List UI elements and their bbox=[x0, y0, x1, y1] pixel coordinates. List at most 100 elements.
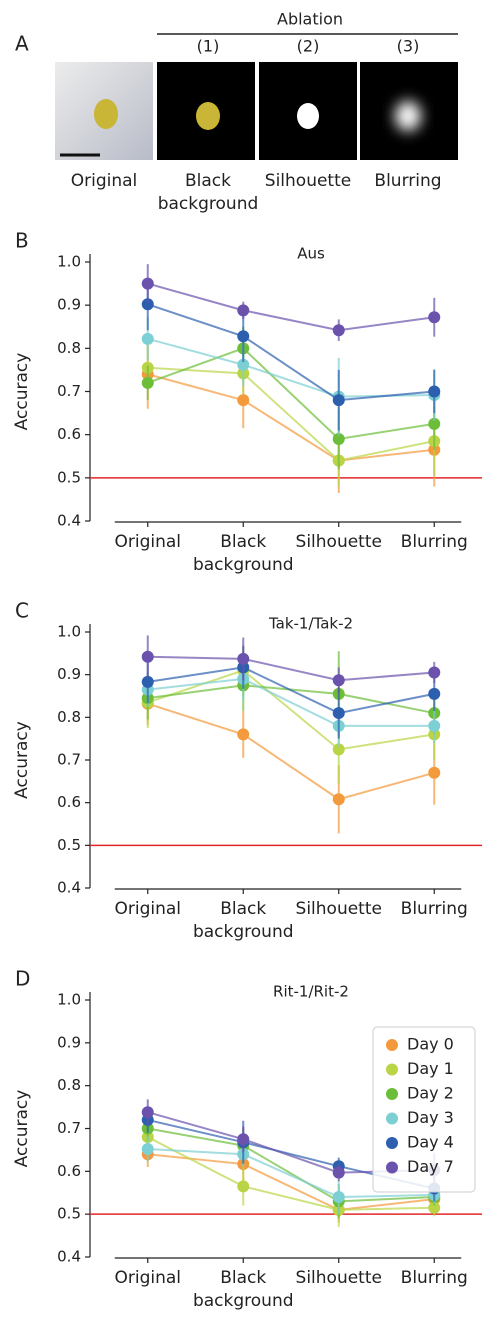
panel-label: D bbox=[15, 967, 30, 991]
image-black-background bbox=[157, 62, 255, 160]
data-point bbox=[332, 674, 345, 687]
y-tick-label: 0.6 bbox=[57, 793, 81, 811]
legend-marker bbox=[386, 1112, 398, 1125]
y-tick-label: 0.5 bbox=[57, 1205, 81, 1223]
y-tick-label: 0.8 bbox=[57, 1076, 81, 1094]
y-tick-label: 0.9 bbox=[57, 296, 81, 314]
data-point bbox=[141, 1106, 154, 1119]
data-point bbox=[332, 394, 345, 407]
y-axis-label: Accuracy bbox=[12, 721, 32, 799]
legend-marker bbox=[386, 1161, 398, 1174]
data-point bbox=[428, 666, 441, 679]
y-tick-label: 0.8 bbox=[57, 708, 81, 726]
data-point bbox=[428, 1201, 441, 1214]
x-tick-label: Silhouette bbox=[295, 1268, 382, 1288]
panel-label: B bbox=[15, 229, 29, 253]
y-tick-label: 0.5 bbox=[57, 468, 81, 486]
legend-marker bbox=[386, 1063, 398, 1076]
legend-label: Day 1 bbox=[407, 1059, 454, 1078]
data-point bbox=[141, 298, 154, 311]
image-caption: Blurring bbox=[374, 171, 442, 191]
y-tick-label: 0.9 bbox=[57, 1033, 81, 1051]
x-tick-label: Silhouette bbox=[295, 532, 382, 552]
image-silhouette bbox=[259, 62, 357, 160]
image-caption: Silhouette bbox=[264, 171, 352, 191]
legend-label: Day 3 bbox=[407, 1108, 454, 1127]
image-caption: Black background bbox=[157, 171, 259, 214]
data-point bbox=[428, 417, 441, 430]
series-line bbox=[147, 1136, 435, 1211]
series-line bbox=[147, 282, 435, 332]
data-point bbox=[332, 707, 345, 720]
data-point bbox=[141, 1143, 154, 1156]
y-tick-label: 0.4 bbox=[57, 512, 81, 530]
chart-title: Rit-1/Rit-2 bbox=[273, 983, 349, 1001]
image-caption: Original bbox=[70, 171, 138, 191]
x-tick-label: Blurring bbox=[400, 1268, 468, 1288]
y-tick-label: 0.9 bbox=[57, 665, 81, 683]
y-tick-label: 0.6 bbox=[57, 425, 81, 443]
y-tick-label: 0.4 bbox=[57, 879, 81, 897]
series-line bbox=[147, 677, 435, 727]
series-line bbox=[147, 666, 435, 715]
panel-label: C bbox=[15, 599, 29, 623]
data-point bbox=[237, 728, 250, 741]
data-point bbox=[237, 1133, 250, 1146]
legend-label: Day 0 bbox=[407, 1035, 454, 1054]
legend-marker bbox=[386, 1137, 398, 1149]
x-tick-label: Black background bbox=[192, 532, 294, 575]
y-tick-label: 0.4 bbox=[57, 1248, 81, 1266]
y-tick-label: 0.5 bbox=[57, 836, 81, 854]
data-point bbox=[237, 652, 250, 665]
data-point bbox=[332, 324, 345, 337]
data-point bbox=[237, 358, 250, 371]
legend-box bbox=[372, 1026, 476, 1193]
legend-marker bbox=[386, 1039, 398, 1051]
data-point bbox=[332, 793, 345, 806]
y-tick-label: 1.0 bbox=[57, 991, 81, 1009]
data-point bbox=[332, 1191, 345, 1204]
image-blurring bbox=[360, 62, 458, 160]
series-line bbox=[147, 347, 435, 441]
panel-label: A bbox=[15, 32, 29, 56]
data-point bbox=[428, 311, 441, 324]
legend-label: Day 7 bbox=[407, 1157, 454, 1176]
data-point bbox=[141, 277, 154, 290]
x-tick-label: Blurring bbox=[400, 532, 468, 552]
x-tick-label: Original bbox=[114, 532, 182, 552]
legend-label: Day 4 bbox=[407, 1133, 454, 1152]
y-tick-label: 1.0 bbox=[57, 623, 81, 641]
data-point bbox=[332, 1166, 345, 1179]
x-tick-label: Original bbox=[114, 899, 182, 919]
x-tick-label: Blurring bbox=[400, 899, 468, 919]
ablation-number: (3) bbox=[397, 37, 420, 56]
data-point bbox=[141, 332, 154, 345]
x-tick-label: Black background bbox=[192, 1268, 294, 1311]
y-tick-label: 0.7 bbox=[57, 751, 81, 769]
series-line bbox=[147, 669, 435, 751]
data-point bbox=[332, 432, 345, 445]
data-point bbox=[237, 1180, 250, 1193]
series-line bbox=[147, 702, 435, 801]
series-line bbox=[147, 655, 435, 682]
y-tick-label: 0.8 bbox=[57, 339, 81, 357]
data-point bbox=[237, 304, 250, 317]
legend-marker bbox=[386, 1088, 398, 1100]
data-point bbox=[428, 766, 441, 779]
ablation-number: (2) bbox=[297, 37, 320, 56]
legend-label: Day 2 bbox=[407, 1084, 454, 1103]
data-point bbox=[141, 650, 154, 663]
series-line bbox=[147, 366, 435, 462]
ablation-heading: Ablation bbox=[277, 10, 343, 29]
x-tick-label: Original bbox=[114, 1268, 182, 1288]
series-line bbox=[147, 1153, 435, 1211]
y-axis-label: Accuracy bbox=[12, 353, 32, 431]
series-line bbox=[147, 1127, 435, 1203]
data-point bbox=[141, 675, 154, 688]
series-line bbox=[147, 303, 435, 402]
data-point bbox=[237, 330, 250, 343]
chart-title: Tak-1/Tak-2 bbox=[268, 615, 353, 633]
data-point bbox=[332, 743, 345, 756]
